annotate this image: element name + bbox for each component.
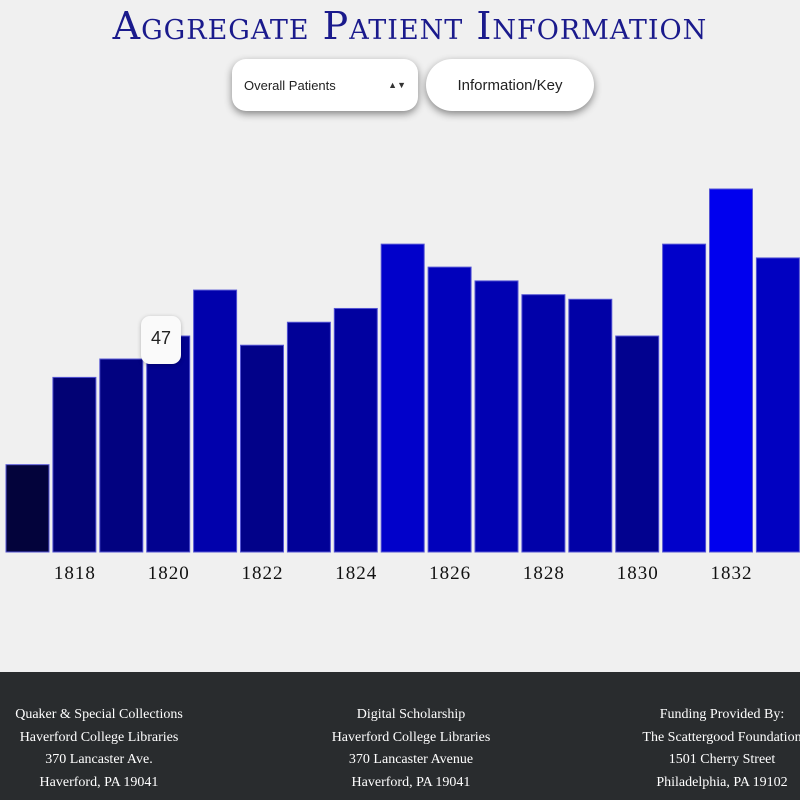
x-tick-label: 1826	[429, 563, 471, 584]
information-key-button[interactable]: Information/Key	[426, 59, 594, 111]
footer-line: 370 Lancaster Ave.	[45, 752, 153, 767]
patient-type-select-value: Overall Patients	[244, 77, 336, 93]
footer-line: The Scattergood Foundation	[642, 729, 800, 745]
footer-line: 1501 Cherry Street	[668, 752, 776, 767]
bar-1827[interactable]	[474, 280, 519, 553]
x-tick-label: 1822	[242, 563, 284, 584]
footer-col-funding: Funding Provided By: The Scattergood Fou…	[642, 704, 800, 794]
bar-1824[interactable]	[333, 307, 378, 553]
bar-1819[interactable]	[99, 358, 144, 553]
bar-1818[interactable]	[52, 376, 97, 553]
chevron-down-icon: ▲▼	[388, 80, 406, 90]
patient-bar-chart: 1818 1820 1822 1824 1826 1828 1830 1832	[5, 188, 800, 584]
footer-line: Philadelphia, PA 19102	[656, 774, 788, 790]
bar-1831[interactable]	[662, 243, 707, 553]
footer-line: Haverford College Libraries	[19, 729, 179, 745]
bar-1829[interactable]	[568, 298, 613, 553]
x-tick-label: 1824	[335, 563, 377, 584]
bar-1822[interactable]	[240, 344, 284, 553]
bar-value-tooltip: 47	[141, 316, 181, 364]
bar-1825[interactable]	[380, 243, 425, 553]
footer-line: Haverford, PA 19041	[351, 774, 471, 790]
bar-1828[interactable]	[521, 294, 566, 553]
x-tick-label: 1818	[54, 563, 96, 584]
footer-line: Funding Provided By:	[659, 707, 785, 722]
x-tick-label: 1820	[148, 563, 190, 584]
bar-1823[interactable]	[286, 321, 331, 553]
bar-1820[interactable]	[146, 335, 191, 553]
footer-line: Digital Scholarship	[356, 707, 466, 722]
patient-type-select[interactable]: Overall Patients ▲▼	[232, 59, 418, 111]
footer: Quaker & Special Collections Haverford C…	[0, 672, 800, 800]
footer-col-digital-scholarship: Digital Scholarship Haverford College Li…	[332, 704, 491, 794]
footer-line: Quaker & Special Collections	[15, 707, 183, 722]
x-tick-label: 1832	[711, 563, 753, 584]
x-tick-label: 1830	[617, 563, 659, 584]
footer-line: Haverford College Libraries	[331, 729, 491, 745]
footer-line: 370 Lancaster Avenue	[348, 752, 474, 767]
footer-line: Haverford, PA 19041	[39, 774, 159, 790]
bar-1826[interactable]	[427, 266, 472, 553]
page-title: Aggregate Patient Information	[112, 4, 708, 48]
x-tick-label: 1828	[523, 563, 565, 584]
bar-1817[interactable]	[5, 464, 50, 553]
bar-1821[interactable]	[193, 289, 238, 553]
bar-1830[interactable]	[615, 335, 660, 553]
footer-col-special-collections: Quaker & Special Collections Haverford C…	[15, 704, 183, 794]
chart-controls: Overall Patients ▲▼ Information/Key	[232, 59, 594, 111]
bar-1832[interactable]	[709, 188, 753, 553]
bar-1833[interactable]	[755, 257, 800, 553]
